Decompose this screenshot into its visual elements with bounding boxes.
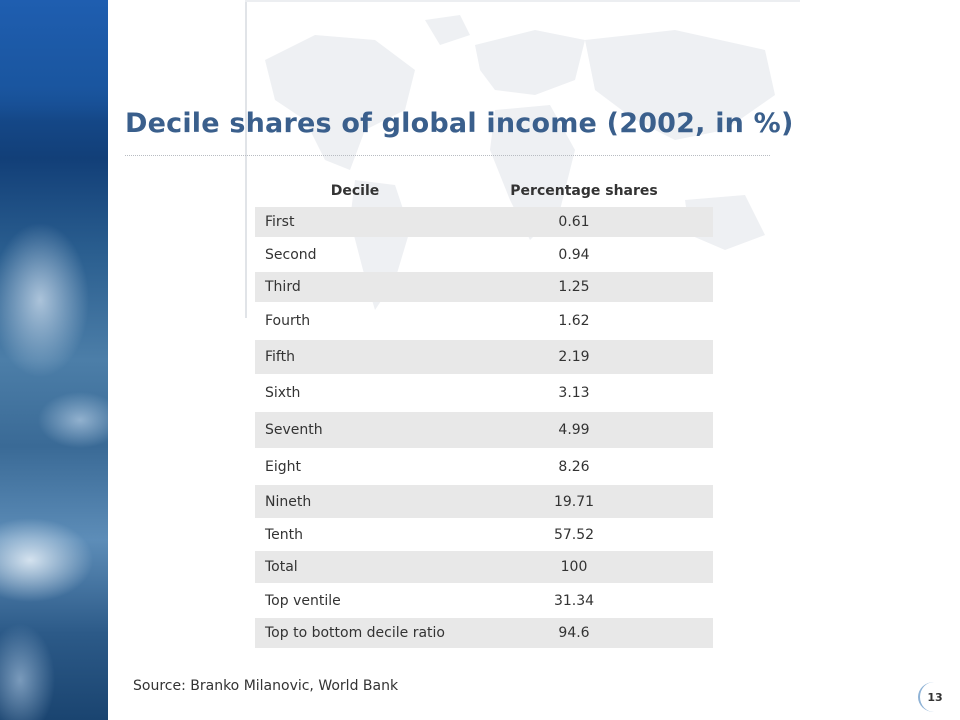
table-row: Seventh 4.99 [255,412,713,448]
map-frame-left [245,0,247,318]
row-label: Total [265,559,298,575]
row-label: Top ventile [265,592,341,609]
column-header-decile: Decile [330,183,380,199]
row-value: 2.19 [558,349,590,365]
row-label: First [265,214,295,230]
table-row: Top to bottom decile ratio 94.6 [255,618,713,648]
row-label: Sixth [265,385,301,401]
row-label: Second [265,246,317,263]
page-title: Decile shares of global income (2002, in… [125,108,794,139]
row-label: Seventh [265,422,323,438]
row-value: 57.52 [553,526,595,543]
table-row: Sixth 3.13 [255,374,713,412]
row-label: Fourth [265,313,311,329]
row-label: Fifth [265,349,295,365]
row-label: Third [265,279,301,295]
title-divider [125,155,770,156]
table-row: Total 100 [255,551,713,583]
row-label: Eight [265,458,301,475]
column-header-share: Percentage shares [510,183,658,199]
table-row: Eight 8.26 [255,448,713,485]
row-value: 8.26 [558,458,590,475]
table-header: Decile Percentage shares [255,175,713,207]
table-row: Top ventile 31.34 [255,583,713,618]
row-value: 3.13 [558,385,590,401]
row-value: 1.25 [558,279,590,295]
row-value: 4.99 [558,422,590,438]
row-value: 0.61 [558,214,590,230]
row-value: 1.62 [558,313,590,329]
row-value: 19.71 [553,493,595,510]
table-row: Fourth 1.62 [255,302,713,340]
map-frame-top [245,0,800,2]
table-row: Fifth 2.19 [255,340,713,374]
row-value: 31.34 [553,592,595,609]
row-value: 94.6 [558,625,590,641]
row-label: Top to bottom decile ratio [265,625,445,641]
table-row: Third 1.25 [255,272,713,302]
row-label: Tenth [265,526,304,543]
table-row: Tenth 57.52 [255,518,713,551]
row-label: Nineth [265,493,312,510]
table-row: First 0.61 [255,207,713,237]
source-note: Source: Branko Milanovic, World Bank [133,678,399,694]
table-row: Second 0.94 [255,237,713,272]
row-value: 0.94 [558,246,590,263]
income-table: Decile Percentage shares First 0.61 Seco… [255,175,713,648]
table-row: Nineth 19.71 [255,485,713,518]
earth-photo [0,0,108,720]
row-value: 100 [560,559,588,575]
page-number: 13 [918,682,950,712]
